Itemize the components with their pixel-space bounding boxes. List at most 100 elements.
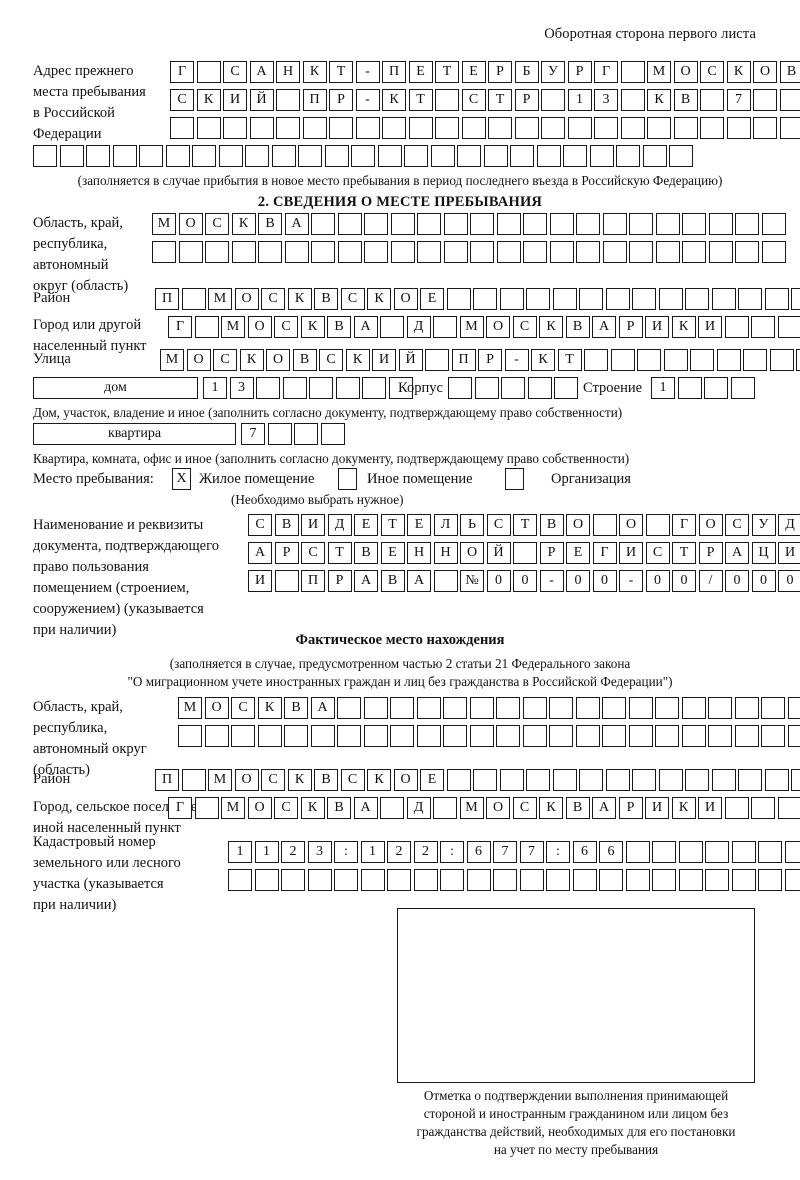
form-cell[interactable]	[499, 769, 524, 791]
form-cell[interactable]	[274, 570, 299, 592]
form-cell[interactable]: 7	[519, 841, 544, 863]
form-cell[interactable]	[496, 241, 521, 263]
form-cell[interactable]: К	[531, 349, 555, 371]
form-cell[interactable]: О	[393, 288, 418, 310]
form-cell[interactable]	[787, 697, 800, 719]
form-cell[interactable]	[196, 61, 221, 83]
form-cell[interactable]: И	[301, 514, 325, 536]
form-cell[interactable]	[602, 725, 626, 747]
form-cell[interactable]	[194, 316, 219, 338]
form-cell[interactable]	[779, 117, 800, 139]
form-cell[interactable]: -	[504, 349, 529, 371]
form-cell[interactable]: К	[367, 288, 391, 310]
form-cell[interactable]: Р	[514, 89, 539, 111]
form-cell[interactable]: Г	[168, 797, 192, 819]
form-cell[interactable]: О	[266, 349, 290, 371]
form-cell[interactable]: Е	[354, 514, 378, 536]
form-cell[interactable]: К	[539, 316, 563, 338]
form-cell[interactable]	[522, 725, 547, 747]
form-cell[interactable]	[473, 288, 497, 310]
form-cell[interactable]: Г	[594, 61, 618, 83]
form-cell[interactable]	[658, 288, 683, 310]
form-cell[interactable]: К	[671, 316, 696, 338]
form-cell[interactable]	[541, 89, 565, 111]
form-cell[interactable]: И	[645, 797, 669, 819]
form-cell[interactable]: 0	[725, 570, 749, 592]
form-cell[interactable]: 0	[778, 570, 800, 592]
form-cell[interactable]: А	[310, 697, 335, 719]
form-cell[interactable]	[572, 869, 597, 891]
document-row-3[interactable]: И П Р А В А № 0 0-0 0-0 0/0 0 0	[248, 570, 800, 592]
form-cell[interactable]	[734, 725, 759, 747]
form-cell[interactable]	[387, 869, 411, 891]
form-cell[interactable]: О	[204, 697, 229, 719]
form-cell[interactable]: К	[239, 349, 264, 371]
form-cell[interactable]	[519, 869, 544, 891]
form-cell[interactable]	[469, 697, 494, 719]
flat-box-label[interactable]: квартира	[33, 423, 236, 445]
form-cell[interactable]	[440, 869, 464, 891]
form-cell[interactable]: В	[779, 61, 800, 83]
form-cell[interactable]	[499, 288, 524, 310]
form-cell[interactable]: О	[186, 349, 211, 371]
form-cell[interactable]: К	[367, 769, 391, 791]
form-cell[interactable]: 0	[672, 570, 696, 592]
form-cell[interactable]	[546, 869, 570, 891]
form-cell[interactable]	[309, 377, 333, 399]
form-cell[interactable]	[522, 697, 547, 719]
form-cell[interactable]	[298, 145, 322, 167]
form-cell[interactable]	[724, 797, 749, 819]
form-cell[interactable]: В	[565, 316, 590, 338]
form-cell[interactable]	[390, 241, 415, 263]
form-cell[interactable]: 1	[228, 841, 252, 863]
form-cell[interactable]: 3	[594, 89, 618, 111]
form-cell[interactable]	[192, 145, 216, 167]
form-cell[interactable]	[178, 241, 203, 263]
form-cell[interactable]: Е	[566, 542, 590, 564]
form-cell[interactable]: Р	[698, 542, 723, 564]
form-cell[interactable]	[632, 288, 656, 310]
form-cell[interactable]	[469, 725, 494, 747]
form-cell[interactable]	[700, 89, 724, 111]
form-cell[interactable]: С	[512, 316, 537, 338]
form-cell[interactable]: П	[155, 288, 179, 310]
form-cell[interactable]: А	[248, 542, 272, 564]
form-cell[interactable]: 1	[651, 377, 675, 399]
form-cell[interactable]	[764, 288, 789, 310]
form-cell[interactable]: И	[223, 89, 247, 111]
form-cell[interactable]	[408, 117, 433, 139]
form-cell[interactable]: 2	[413, 841, 438, 863]
form-cell[interactable]: 7	[241, 423, 265, 445]
form-cell[interactable]: И	[248, 570, 272, 592]
form-cell[interactable]: Б	[514, 61, 539, 83]
form-cell[interactable]: Н	[276, 61, 300, 83]
form-cell[interactable]	[337, 697, 361, 719]
form-cell[interactable]	[730, 377, 755, 399]
form-cell[interactable]: 0	[566, 570, 590, 592]
form-cell[interactable]: С	[213, 349, 237, 371]
form-cell[interactable]: В	[314, 288, 338, 310]
form-cell[interactable]: О	[673, 61, 698, 83]
section2-region-row-2[interactable]	[152, 241, 788, 263]
form-cell[interactable]: Д	[778, 514, 800, 536]
form-cell[interactable]	[655, 241, 680, 263]
form-cell[interactable]: Т	[672, 542, 696, 564]
form-cell[interactable]: В	[539, 514, 564, 536]
form-cell[interactable]	[337, 241, 362, 263]
form-cell[interactable]	[483, 145, 508, 167]
form-cell[interactable]: С	[301, 542, 325, 564]
form-cell[interactable]: №	[460, 570, 484, 592]
form-cell[interactable]: С	[274, 797, 298, 819]
form-cell[interactable]	[448, 377, 472, 399]
form-cell[interactable]: 0	[751, 570, 776, 592]
form-cell[interactable]: С	[512, 797, 537, 819]
prev-address-row-4[interactable]	[33, 145, 696, 167]
form-cell[interactable]	[271, 145, 296, 167]
form-cell[interactable]: О	[486, 316, 510, 338]
form-cell[interactable]: Е	[461, 61, 486, 83]
form-cell[interactable]	[711, 769, 736, 791]
form-cell[interactable]: К	[671, 797, 696, 819]
form-cell[interactable]: 1	[203, 377, 227, 399]
form-cell[interactable]	[629, 213, 653, 235]
